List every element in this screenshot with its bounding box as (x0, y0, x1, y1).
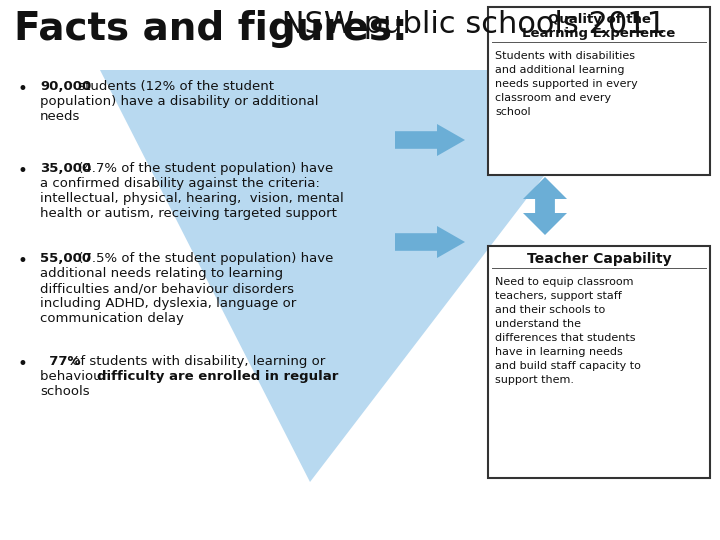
Text: communication delay: communication delay (40, 312, 184, 325)
Text: needs supported in every: needs supported in every (495, 79, 638, 89)
Text: school: school (495, 107, 531, 117)
Text: Quality of the: Quality of the (548, 13, 650, 26)
FancyBboxPatch shape (488, 246, 710, 478)
Text: •: • (18, 252, 28, 270)
Polygon shape (395, 226, 465, 258)
Polygon shape (523, 177, 567, 235)
Text: a confirmed disability against the criteria:: a confirmed disability against the crite… (40, 177, 320, 190)
Text: NSW public schools 2011: NSW public schools 2011 (272, 10, 666, 39)
Text: •: • (18, 162, 28, 180)
Text: Facts and figures:: Facts and figures: (14, 10, 408, 48)
Text: (7.5% of the student population) have: (7.5% of the student population) have (74, 252, 333, 265)
Text: understand the: understand the (495, 319, 581, 329)
Text: •: • (18, 80, 28, 98)
Text: Need to equip classroom: Need to equip classroom (495, 277, 634, 287)
Text: Teacher Capability: Teacher Capability (527, 252, 671, 266)
Text: 35,000: 35,000 (40, 162, 91, 175)
Text: students (12% of the student: students (12% of the student (74, 80, 274, 93)
Text: and their schools to: and their schools to (495, 305, 606, 315)
Text: have in learning needs: have in learning needs (495, 347, 623, 357)
Text: including ADHD, dyslexia, language or: including ADHD, dyslexia, language or (40, 297, 296, 310)
Text: difficulty are enrolled in regular: difficulty are enrolled in regular (97, 370, 338, 383)
Text: and additional learning: and additional learning (495, 65, 624, 75)
Text: Students with disabilities: Students with disabilities (495, 51, 635, 61)
Text: •: • (18, 355, 28, 373)
Text: and build staff capacity to: and build staff capacity to (495, 361, 641, 371)
Text: schools: schools (40, 385, 89, 398)
Text: of students with disability, learning or: of students with disability, learning or (68, 355, 325, 368)
Text: additional needs relating to learning: additional needs relating to learning (40, 267, 283, 280)
Text: health or autism, receiving targeted support: health or autism, receiving targeted sup… (40, 207, 337, 220)
Polygon shape (100, 70, 625, 482)
Text: 77%: 77% (40, 355, 81, 368)
Text: differences that students: differences that students (495, 333, 636, 343)
Text: classroom and every: classroom and every (495, 93, 611, 103)
Text: population) have a disability or additional: population) have a disability or additio… (40, 95, 318, 108)
Text: Learning Experience: Learning Experience (523, 27, 675, 40)
Text: intellectual, physical, hearing,  vision, mental: intellectual, physical, hearing, vision,… (40, 192, 343, 205)
FancyBboxPatch shape (488, 7, 710, 175)
Text: support them.: support them. (495, 375, 574, 385)
Text: teachers, support staff: teachers, support staff (495, 291, 622, 301)
Text: behaviour: behaviour (40, 370, 112, 383)
Text: 90,000: 90,000 (40, 80, 91, 93)
Text: needs: needs (40, 110, 81, 123)
Text: (4.7% of the student population) have: (4.7% of the student population) have (74, 162, 333, 175)
Polygon shape (395, 124, 465, 156)
Text: 55,000: 55,000 (40, 252, 91, 265)
Text: difficulties and/or behaviour disorders: difficulties and/or behaviour disorders (40, 282, 294, 295)
